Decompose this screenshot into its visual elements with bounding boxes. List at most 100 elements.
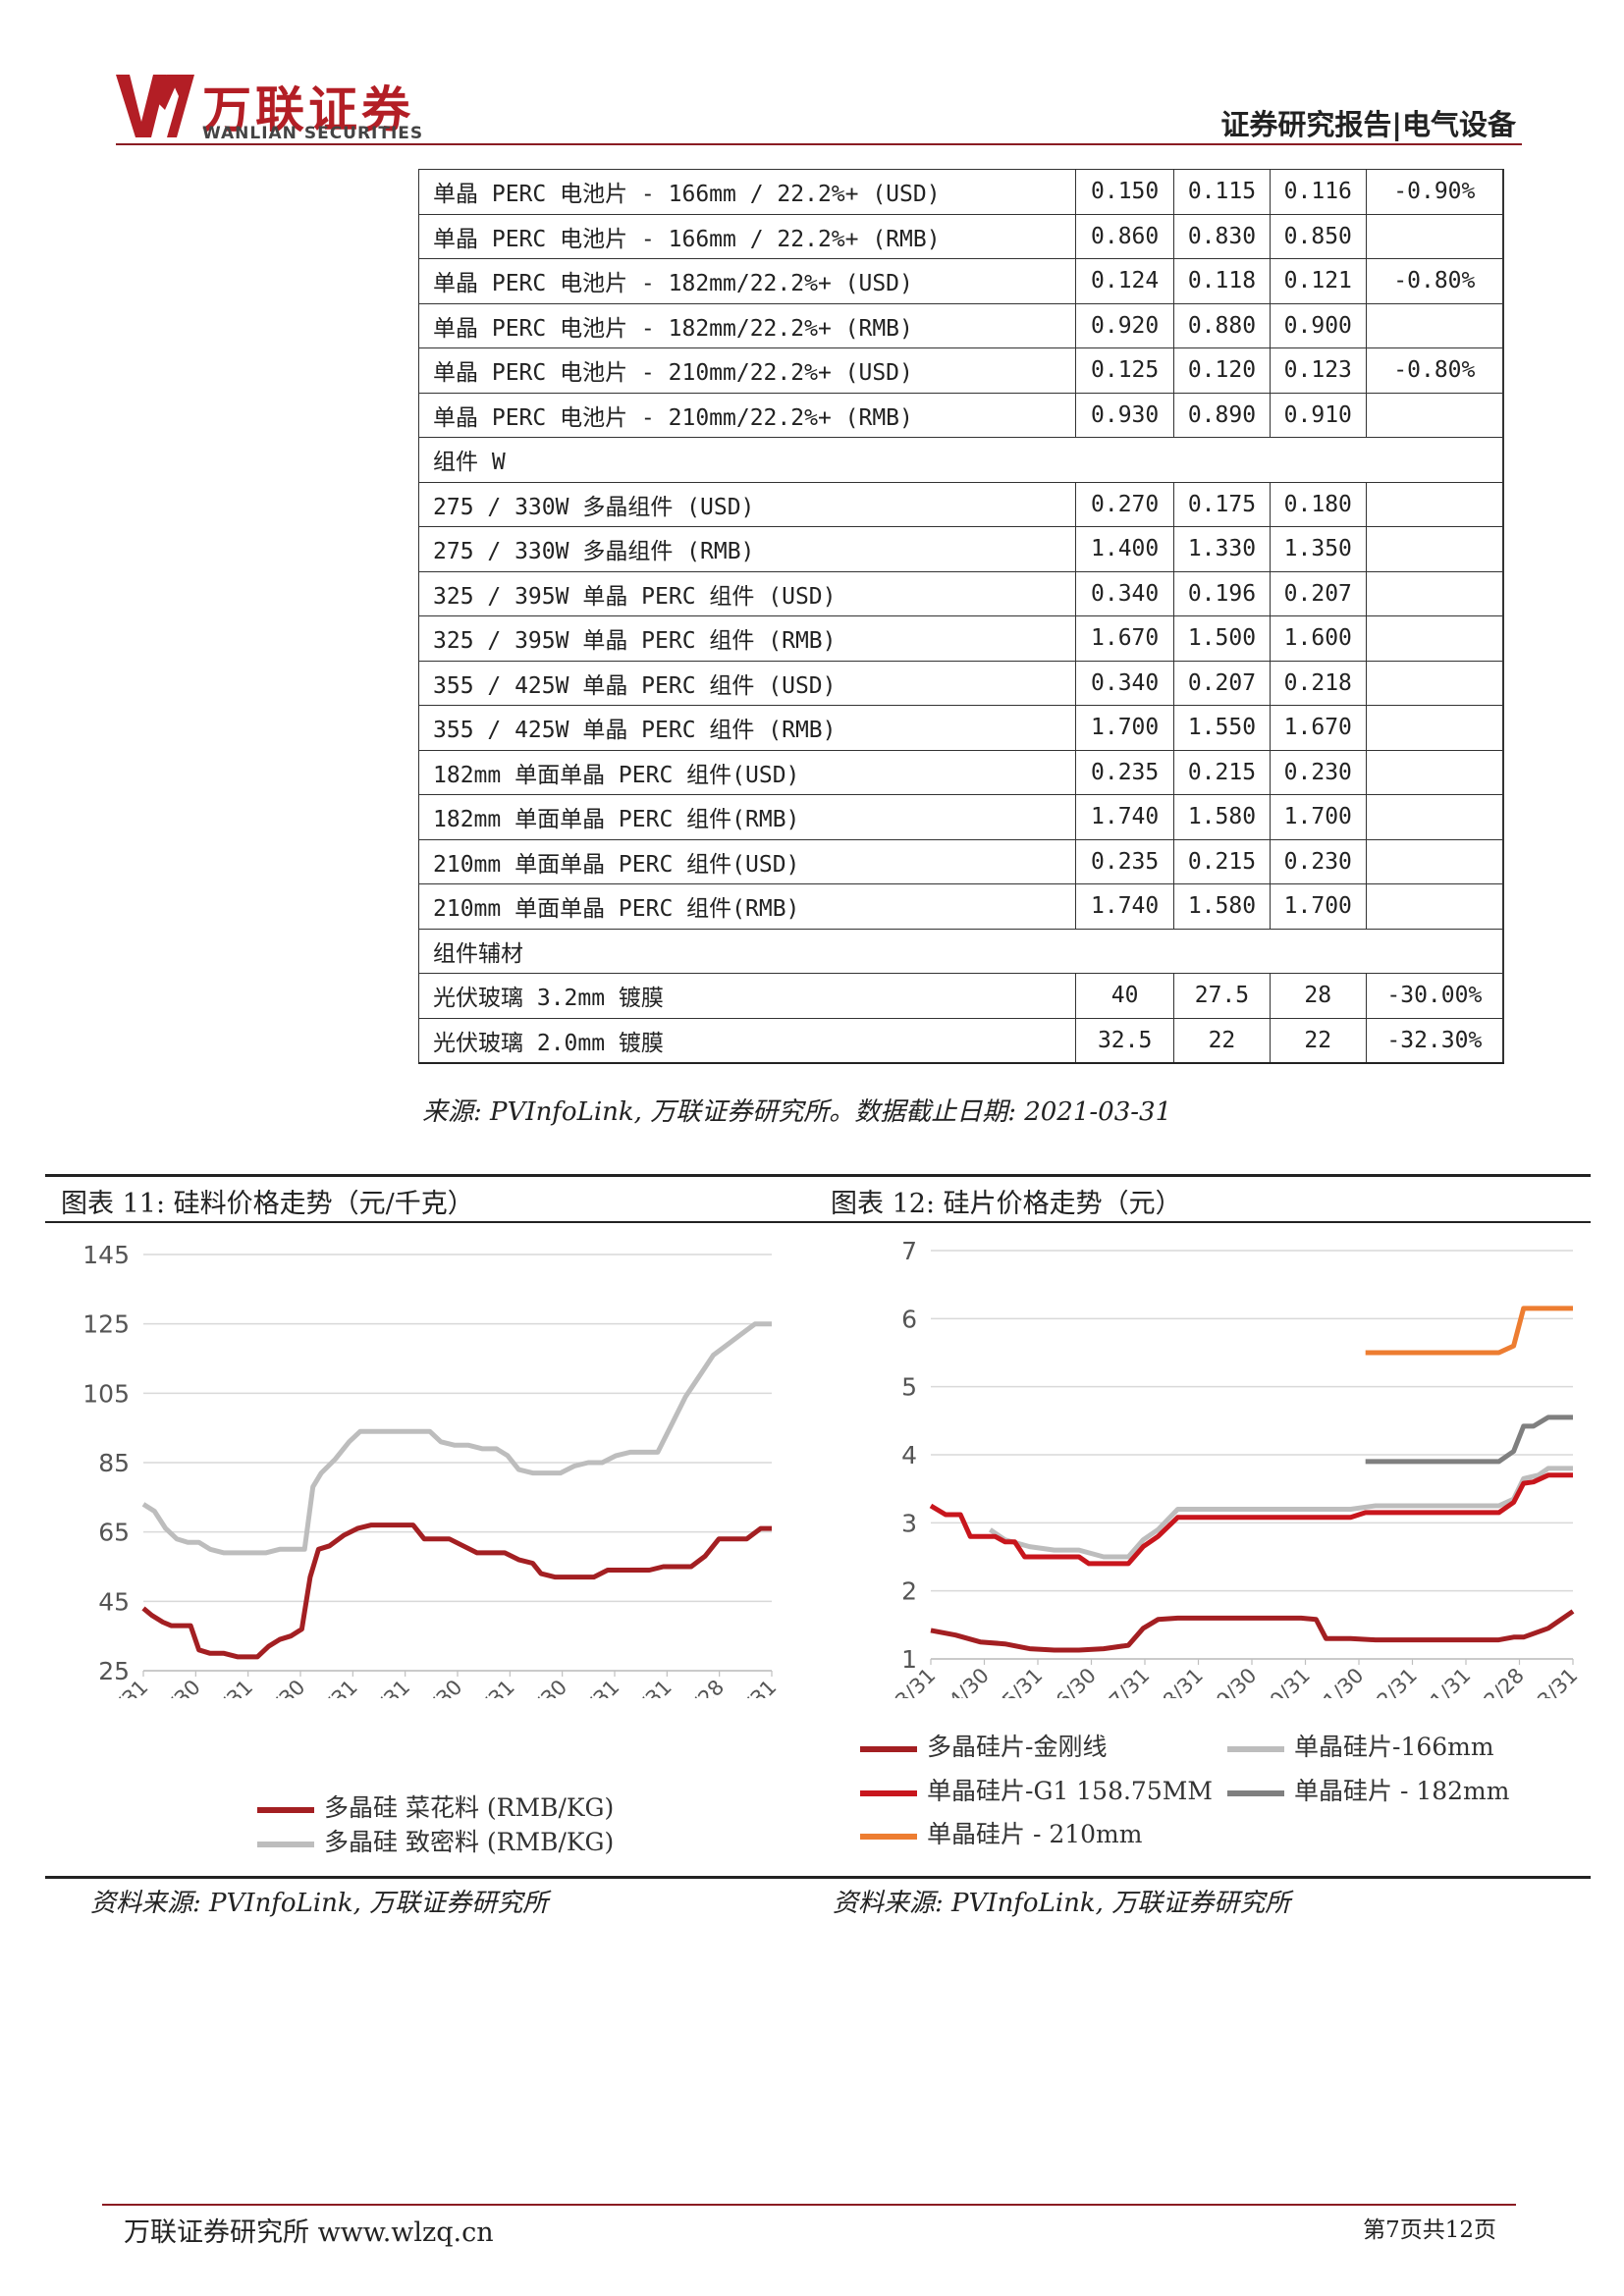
table-section-row: 组件 W bbox=[418, 437, 1504, 483]
change-percent bbox=[1365, 749, 1504, 795]
product-name: 182mm 单面单晶 PERC 组件(USD) bbox=[417, 749, 1077, 795]
product-name: 275 / 330W 多晶组件 (RMB) bbox=[417, 526, 1077, 572]
table-row: 355 / 425W 单晶 PERC 组件 (RMB) 1.700 1.550 1.6… bbox=[417, 705, 1504, 751]
figures-top-rule bbox=[45, 1174, 1591, 1177]
series-line bbox=[141, 1321, 772, 1556]
price-value: 0.207 bbox=[1173, 660, 1271, 706]
change-percent: -30.00% bbox=[1365, 973, 1504, 1019]
price-value: 1.740 bbox=[1075, 794, 1175, 840]
price-value: 0.116 bbox=[1269, 169, 1367, 215]
product-name: 355 / 425W 单晶 PERC 组件 (USD) bbox=[417, 660, 1077, 706]
table-row: 210mm 单面单晶 PERC 组件(RMB) 1.740 1.580 1.700 bbox=[417, 883, 1504, 930]
change-percent: -0.80% bbox=[1365, 347, 1504, 394]
price-table: 单晶 PERC 电池片 - 166mm / 22.2%+ (USD) 0.150 0… bbox=[417, 169, 1504, 1064]
price-value: 28 bbox=[1269, 973, 1367, 1019]
series-line bbox=[1365, 1306, 1573, 1356]
legend-item: 多晶硅 菜花料 (RMB/KG) bbox=[257, 1789, 614, 1824]
legend-label: 多晶硅片-金刚线 bbox=[927, 1733, 1108, 1761]
change-percent bbox=[1365, 481, 1504, 527]
product-name: 单晶 PERC 电池片 - 182mm/22.2%+ (RMB) bbox=[417, 302, 1077, 348]
price-value: 32.5 bbox=[1075, 1017, 1175, 1064]
price-value: 1.550 bbox=[1173, 705, 1271, 751]
price-value: 0.850 bbox=[1269, 213, 1367, 259]
change-percent: -0.80% bbox=[1365, 258, 1504, 304]
price-value: 0.920 bbox=[1075, 302, 1175, 348]
section-label: 组件 W bbox=[418, 437, 1504, 483]
price-value: 1.580 bbox=[1173, 794, 1271, 840]
table-row: 单晶 PERC 电池片 - 210mm/22.2%+ (RMB) 0.930 0.8… bbox=[417, 392, 1504, 438]
table-row: 275 / 330W 多晶组件 (USD) 0.270 0.175 0.180 bbox=[417, 481, 1504, 527]
product-name: 275 / 330W 多晶组件 (USD) bbox=[417, 481, 1077, 527]
figure12-title: 图表 12: 硅片价格走势（元） bbox=[831, 1189, 1182, 1219]
y-tick-label: 105 bbox=[82, 1379, 130, 1408]
legend-swatch bbox=[860, 1745, 917, 1752]
price-value: 0.207 bbox=[1269, 570, 1367, 616]
price-value: 0.270 bbox=[1075, 481, 1175, 527]
series-line bbox=[141, 1522, 772, 1660]
y-tick-label: 5 bbox=[901, 1373, 917, 1402]
legend-swatch bbox=[257, 1806, 314, 1813]
table-row: 182mm 单面单晶 PERC 组件(USD) 0.235 0.215 0.230 bbox=[417, 749, 1504, 795]
price-value: 27.5 bbox=[1173, 973, 1271, 1019]
y-tick-label: 85 bbox=[98, 1449, 130, 1477]
price-value: 0.235 bbox=[1075, 838, 1175, 884]
x-tick-label: 2020/3/31 bbox=[848, 1664, 940, 1698]
price-value: 0.115 bbox=[1173, 169, 1271, 215]
table-row: 单晶 PERC 电池片 - 166mm / 22.2%+ (USD) 0.150 0… bbox=[417, 169, 1504, 215]
product-name: 210mm 单面单晶 PERC 组件(RMB) bbox=[417, 883, 1077, 930]
section-label: 组件辅材 bbox=[418, 928, 1504, 974]
price-value: 22 bbox=[1173, 1017, 1271, 1064]
legend-item: 单晶硅片 - 210mm bbox=[860, 1815, 1142, 1850]
legend-item: 多晶硅 致密料 (RMB/KG) bbox=[257, 1823, 614, 1858]
legend-item: 单晶硅片-166mm bbox=[1227, 1728, 1494, 1763]
figures-title-rule bbox=[45, 1221, 1591, 1223]
legend-label: 多晶硅 菜花料 (RMB/KG) bbox=[324, 1793, 615, 1822]
company-logo: 万联证券 WANLIAN SECURITIES bbox=[116, 71, 450, 149]
price-value: 1.350 bbox=[1269, 526, 1367, 572]
price-value: 0.215 bbox=[1173, 838, 1271, 884]
table-row: 275 / 330W 多晶组件 (RMB) 1.400 1.330 1.350 bbox=[417, 526, 1504, 572]
product-name: 182mm 单面单晶 PERC 组件(RMB) bbox=[417, 794, 1077, 840]
series-line bbox=[929, 1472, 1573, 1567]
table-row: 光伏玻璃 2.0mm 镀膜 32.5 22 22 -32.30% bbox=[417, 1017, 1504, 1064]
price-value: 0.125 bbox=[1075, 347, 1175, 394]
wanlian-logo-icon bbox=[116, 75, 194, 137]
price-value: 1.600 bbox=[1269, 615, 1367, 662]
table-row: 单晶 PERC 电池片 - 166mm / 22.2%+ (RMB) 0.860 0… bbox=[417, 213, 1504, 259]
product-name: 单晶 PERC 电池片 - 166mm / 22.2%+ (RMB) bbox=[417, 213, 1077, 259]
price-value: 0.215 bbox=[1173, 749, 1271, 795]
figure11-title: 图表 11: 硅料价格走势（元/千克） bbox=[61, 1189, 474, 1219]
price-value: 1.670 bbox=[1075, 615, 1175, 662]
y-tick-label: 3 bbox=[901, 1509, 917, 1537]
price-value: 40 bbox=[1075, 973, 1175, 1019]
legend-swatch bbox=[257, 1841, 314, 1847]
page-number: 第7页共12页 bbox=[1363, 2217, 1496, 2243]
product-name: 355 / 425W 单晶 PERC 组件 (RMB) bbox=[417, 705, 1077, 751]
legend-label: 单晶硅片 - 210mm bbox=[927, 1820, 1143, 1848]
price-value: 1.330 bbox=[1173, 526, 1271, 572]
product-name: 光伏玻璃 2.0mm 镀膜 bbox=[417, 1017, 1077, 1064]
legend-item: 多晶硅片-金刚线 bbox=[860, 1728, 1107, 1763]
table-row: 325 / 395W 单晶 PERC 组件 (RMB) 1.670 1.500 1.6… bbox=[417, 615, 1504, 662]
product-name: 单晶 PERC 电池片 - 210mm/22.2%+ (RMB) bbox=[417, 392, 1077, 438]
price-value: 0.930 bbox=[1075, 392, 1175, 438]
y-tick-label: 7 bbox=[901, 1237, 917, 1265]
price-value: 0.890 bbox=[1173, 392, 1271, 438]
y-tick-label: 125 bbox=[82, 1310, 130, 1339]
y-tick-label: 65 bbox=[98, 1519, 130, 1547]
price-value: 1.580 bbox=[1173, 883, 1271, 930]
price-value: 1.670 bbox=[1269, 705, 1367, 751]
change-percent bbox=[1365, 883, 1504, 930]
price-value: 0.340 bbox=[1075, 660, 1175, 706]
product-name: 单晶 PERC 电池片 - 182mm/22.2%+ (USD) bbox=[417, 258, 1077, 304]
price-value: 1.700 bbox=[1075, 705, 1175, 751]
price-value: 0.118 bbox=[1173, 258, 1271, 304]
price-value: 0.123 bbox=[1269, 347, 1367, 394]
y-tick-label: 145 bbox=[82, 1241, 130, 1269]
price-value: 0.175 bbox=[1173, 481, 1271, 527]
table-row: 182mm 单面单晶 PERC 组件(RMB) 1.740 1.580 1.700 bbox=[417, 794, 1504, 840]
y-tick-label: 45 bbox=[98, 1587, 130, 1616]
price-value: 0.121 bbox=[1269, 258, 1367, 304]
product-name: 210mm 单面单晶 PERC 组件(USD) bbox=[417, 838, 1077, 884]
price-value: 0.230 bbox=[1269, 838, 1367, 884]
